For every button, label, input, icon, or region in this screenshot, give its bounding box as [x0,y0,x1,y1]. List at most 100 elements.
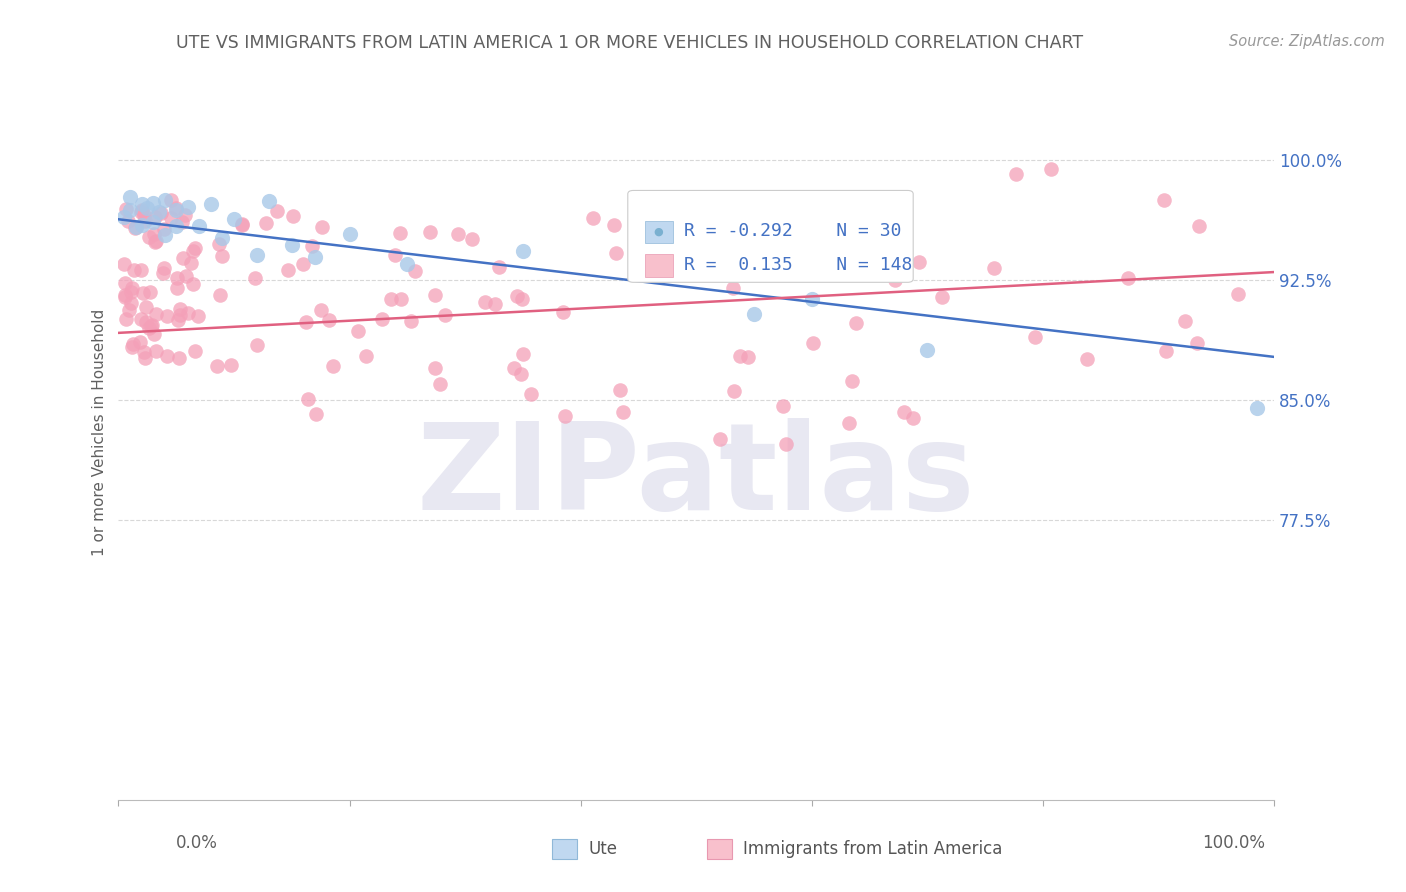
Point [845,316,868,330]
Point [141,318,163,332]
Point [605,246,627,260]
Point [709,432,731,446]
Point [837,216,859,230]
Point [131,218,153,232]
Point [143,235,166,250]
Point [112,210,135,224]
Point [246,248,269,262]
Point [138,320,160,334]
Point [294,315,316,329]
Point [512,346,534,360]
Point [176,268,198,283]
Point [318,313,340,327]
Point [1174,314,1197,328]
Point [1076,352,1098,367]
Point [311,220,333,235]
Point [152,261,174,276]
Point [404,264,426,278]
Point [371,312,394,326]
Point [1005,168,1028,182]
Point [112,257,135,271]
Point [208,236,231,251]
Point [447,227,470,242]
Point [134,351,156,365]
Point [139,318,162,333]
Point [474,294,496,309]
Point [931,290,953,304]
Point [305,408,328,422]
Point [322,359,344,373]
Point [177,200,200,214]
Point [186,310,208,324]
Point [207,359,229,374]
Point [222,212,245,227]
Text: 100.0%: 100.0% [1202,834,1265,852]
Point [1153,194,1175,208]
Point [200,197,222,211]
Point [356,350,378,364]
Point [131,202,153,217]
Point [145,234,167,248]
Point [114,276,136,290]
Point [188,219,211,234]
Point [281,238,304,252]
Point [883,273,905,287]
Point [152,266,174,280]
Point [169,301,191,316]
Point [132,285,155,300]
Point [136,201,159,215]
Point [153,227,176,242]
Point [114,290,136,304]
Point [246,338,269,352]
Point [908,254,931,268]
Text: ZIPatlas: ZIPatlas [418,417,976,534]
Point [603,218,626,232]
Point [211,231,233,245]
Point [184,241,207,255]
Point [129,205,152,219]
Point [153,193,176,207]
Point [132,208,155,222]
Point [612,405,634,419]
Point [429,377,451,392]
Point [484,297,506,311]
Text: ●: ● [654,227,664,236]
Point [433,308,456,322]
Point [122,263,145,277]
Point [505,288,527,302]
Point [211,250,233,264]
Point [118,190,141,204]
Point [131,197,153,211]
Point [841,374,863,388]
Point [245,270,267,285]
Point [901,410,924,425]
Point [148,204,170,219]
Point [181,277,204,291]
Point [152,222,174,236]
Point [723,384,745,399]
Point [120,295,142,310]
Point [838,416,860,430]
Point [254,216,277,230]
Point [183,344,205,359]
Point [1154,343,1177,358]
Point [231,217,253,231]
Point [160,211,183,225]
Text: 0.0%: 0.0% [176,834,218,852]
Point [121,280,143,294]
Point [138,229,160,244]
Point [983,260,1005,275]
Point [172,215,194,229]
Point [311,303,333,318]
Point [172,251,194,265]
Point [125,219,148,234]
Point [301,239,323,253]
Point [165,219,187,233]
Point [114,202,136,216]
Point [609,383,631,397]
Point [132,344,155,359]
Point [142,227,165,242]
Point [117,214,139,228]
Y-axis label: 1 or more Vehicles in Household: 1 or more Vehicles in Household [93,309,107,556]
Point [142,195,165,210]
